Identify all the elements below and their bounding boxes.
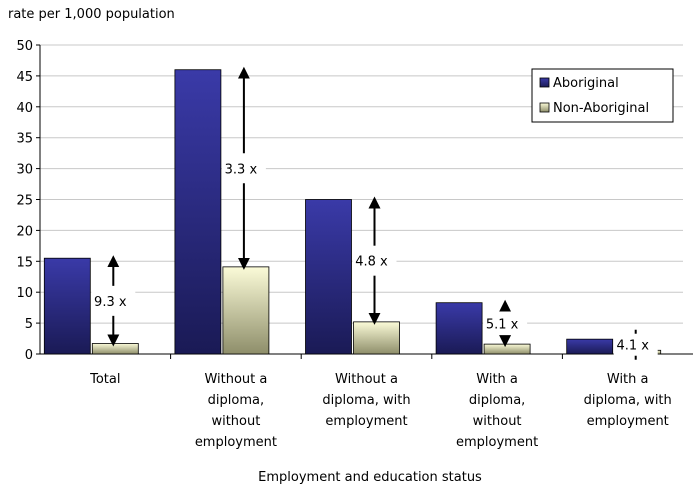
y-tick-label: 0: [25, 348, 33, 363]
y-tick-label: 25: [16, 194, 33, 209]
category-label: without: [211, 414, 260, 429]
ratio-annotations: 9.3 x 3.3 x 4.8 x 5.1 x 4.1 x: [91, 66, 658, 360]
category-labels: Total Without a diploma, without employment W…: [89, 372, 672, 450]
x-axis-label: Employment and education status: [258, 470, 482, 485]
category-label: Without a: [335, 372, 398, 387]
category-label: employment: [587, 414, 669, 429]
y-tick-label: 35: [16, 132, 33, 147]
ratio-label: 3.3 x: [225, 162, 258, 177]
legend-label-aboriginal: Aboriginal: [553, 76, 619, 91]
category-label: Total: [89, 372, 120, 387]
axes: 0 5 10 15 20 25 30 35 40 45 50: [16, 39, 693, 363]
category-label: With a: [607, 372, 649, 387]
y-tick-label: 20: [16, 224, 33, 239]
y-tick-label: 5: [25, 317, 33, 332]
category-label: employment: [456, 435, 538, 450]
ratio-label-bg: [221, 157, 266, 180]
category-label: without: [473, 414, 522, 429]
category-label: With a: [476, 372, 518, 387]
bar-non-aboriginal: [483, 343, 531, 355]
category-label: employment: [325, 414, 407, 429]
ratio-label: 4.8 x: [355, 255, 388, 270]
y-tick-label: 10: [16, 286, 33, 301]
bar-aboriginal: [435, 302, 483, 355]
legend: Aboriginal Non-Aboriginal: [531, 68, 674, 123]
y-tick-label: 40: [16, 101, 33, 116]
ratio-label-bg: [352, 249, 397, 272]
legend-label-non-aboriginal: Non-Aboriginal: [553, 101, 649, 116]
ratio-label-bg: [483, 312, 528, 335]
grid: [40, 44, 683, 324]
y-tick-label: 45: [16, 70, 33, 85]
y-tick-label: 30: [16, 163, 33, 178]
category-label: Without a: [204, 372, 267, 387]
category-label: diploma,: [469, 393, 525, 408]
legend-swatch-aboriginal: [539, 77, 550, 88]
bar-non-aboriginal: [353, 321, 400, 355]
bars: [43, 69, 662, 355]
ratio-label: 5.1 x: [486, 317, 519, 332]
legend-swatch-non-aboriginal: [539, 102, 550, 113]
bar-aboriginal: [174, 69, 222, 355]
category-label: diploma, with: [322, 393, 410, 408]
legend-box: [531, 68, 674, 123]
y-tick-label: 50: [16, 39, 33, 54]
ratio-label: 4.1 x: [616, 339, 649, 354]
ratio-label-bg: [91, 289, 136, 312]
bar-aboriginal: [43, 257, 91, 355]
bar-non-aboriginal: [222, 266, 270, 355]
ratio-label-bg: [613, 333, 658, 356]
bar-aboriginal: [566, 338, 614, 355]
bar-aboriginal: [305, 199, 352, 355]
category-label: employment: [195, 435, 277, 450]
y-tick-label: 15: [16, 255, 33, 270]
y-axis-label: rate per 1,000 population: [8, 7, 175, 22]
category-label: diploma,: [208, 393, 264, 408]
ratio-label: 9.3 x: [94, 295, 127, 310]
bar-non-aboriginal: [91, 343, 139, 355]
category-label: diploma, with: [584, 393, 672, 408]
